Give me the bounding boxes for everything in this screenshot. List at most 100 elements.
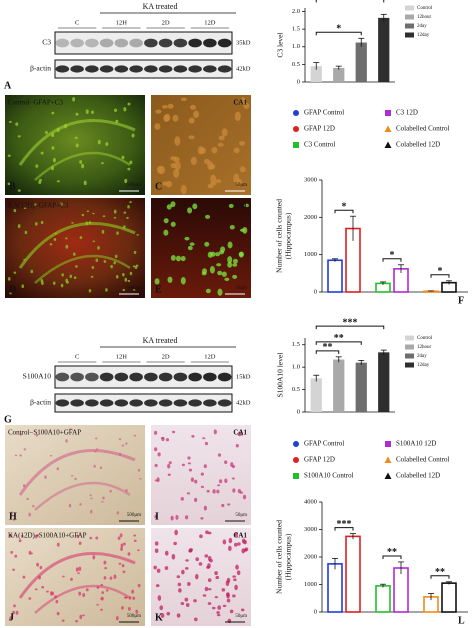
legend-label: 12hour [417, 345, 432, 350]
significance-bracket [315, 31, 362, 36]
cell [175, 514, 179, 520]
cell [122, 288, 126, 292]
cell [132, 288, 136, 291]
y-tick-label: 0 [297, 78, 300, 85]
y-axis-label: C3 level [276, 32, 285, 57]
band [144, 38, 158, 48]
scale-label: 50μm [235, 513, 247, 518]
cell [97, 139, 101, 145]
cell [56, 467, 59, 471]
legend-marker [293, 473, 299, 479]
cell [174, 529, 178, 536]
cell [66, 280, 69, 284]
legend-label: GFAP Control [304, 109, 344, 117]
cell [115, 119, 119, 123]
cell [188, 117, 195, 124]
bar [378, 352, 390, 412]
cell [242, 494, 247, 500]
cell [129, 271, 133, 276]
cell [119, 533, 123, 538]
cell [35, 222, 38, 226]
cell [187, 456, 191, 460]
cell [243, 539, 247, 545]
cell [132, 265, 136, 268]
legend-swatch [405, 335, 414, 341]
cell [168, 461, 172, 465]
significance-bracket [315, 350, 340, 354]
cell [229, 609, 234, 614]
cell [49, 243, 53, 246]
lane-label: 2D [162, 353, 170, 360]
cell [190, 104, 197, 110]
cell [232, 594, 236, 598]
cell [163, 229, 169, 236]
cell [190, 477, 195, 483]
cell [40, 220, 44, 225]
bar [393, 567, 409, 613]
band [144, 65, 158, 73]
cell [60, 283, 64, 288]
cell [24, 230, 28, 235]
cell [120, 547, 123, 551]
y-tick-label: 1000 [304, 251, 317, 258]
cell [194, 573, 199, 580]
cell [40, 151, 44, 155]
cell [235, 564, 239, 570]
cell [155, 109, 162, 114]
cell [127, 102, 131, 106]
y-tick-label: 0 [314, 288, 317, 295]
significance-bracket [430, 274, 450, 278]
cell [19, 454, 22, 457]
y-tick-label: 1.5 [292, 341, 300, 348]
legend-marker [293, 126, 299, 132]
scale-label: 50μm [235, 183, 247, 188]
cell [216, 263, 222, 267]
tissue-arc [34, 254, 131, 284]
cell [131, 589, 135, 594]
cell [116, 231, 119, 235]
cell [38, 180, 42, 184]
significance-label: ** [435, 567, 445, 578]
cell [229, 224, 235, 230]
cell [180, 277, 186, 285]
scale-label: 500μm [127, 614, 141, 619]
lane-label: C [75, 19, 79, 26]
cell [217, 453, 222, 457]
bar [378, 17, 390, 82]
significance-label: ** [323, 342, 333, 353]
cell [176, 613, 181, 618]
bar [310, 378, 322, 412]
cell [125, 489, 128, 493]
cell [240, 97, 247, 106]
cell [75, 265, 78, 268]
band-size: 42kD [236, 399, 251, 406]
tissue-arc [18, 552, 136, 599]
cell [38, 178, 42, 182]
cell [75, 143, 79, 148]
group-label: KA treated [143, 336, 178, 345]
band [158, 372, 173, 382]
cell [227, 503, 231, 506]
cell [122, 273, 125, 277]
cell [226, 598, 231, 603]
cell [216, 611, 220, 615]
cell [12, 610, 15, 615]
cell [189, 548, 193, 552]
cell [207, 602, 212, 605]
lane-label: 12D [204, 19, 216, 26]
cell [224, 277, 230, 282]
tissue-arc [18, 222, 136, 269]
cell [34, 588, 38, 591]
cell [131, 133, 135, 138]
cell [92, 555, 96, 560]
cell [118, 438, 122, 441]
cell [180, 255, 186, 262]
cell [129, 201, 132, 204]
cell [218, 135, 225, 141]
cell [123, 225, 126, 229]
cell [35, 433, 39, 437]
cell [26, 497, 29, 501]
cell [38, 575, 41, 580]
cell [232, 263, 238, 267]
cell [70, 474, 74, 477]
